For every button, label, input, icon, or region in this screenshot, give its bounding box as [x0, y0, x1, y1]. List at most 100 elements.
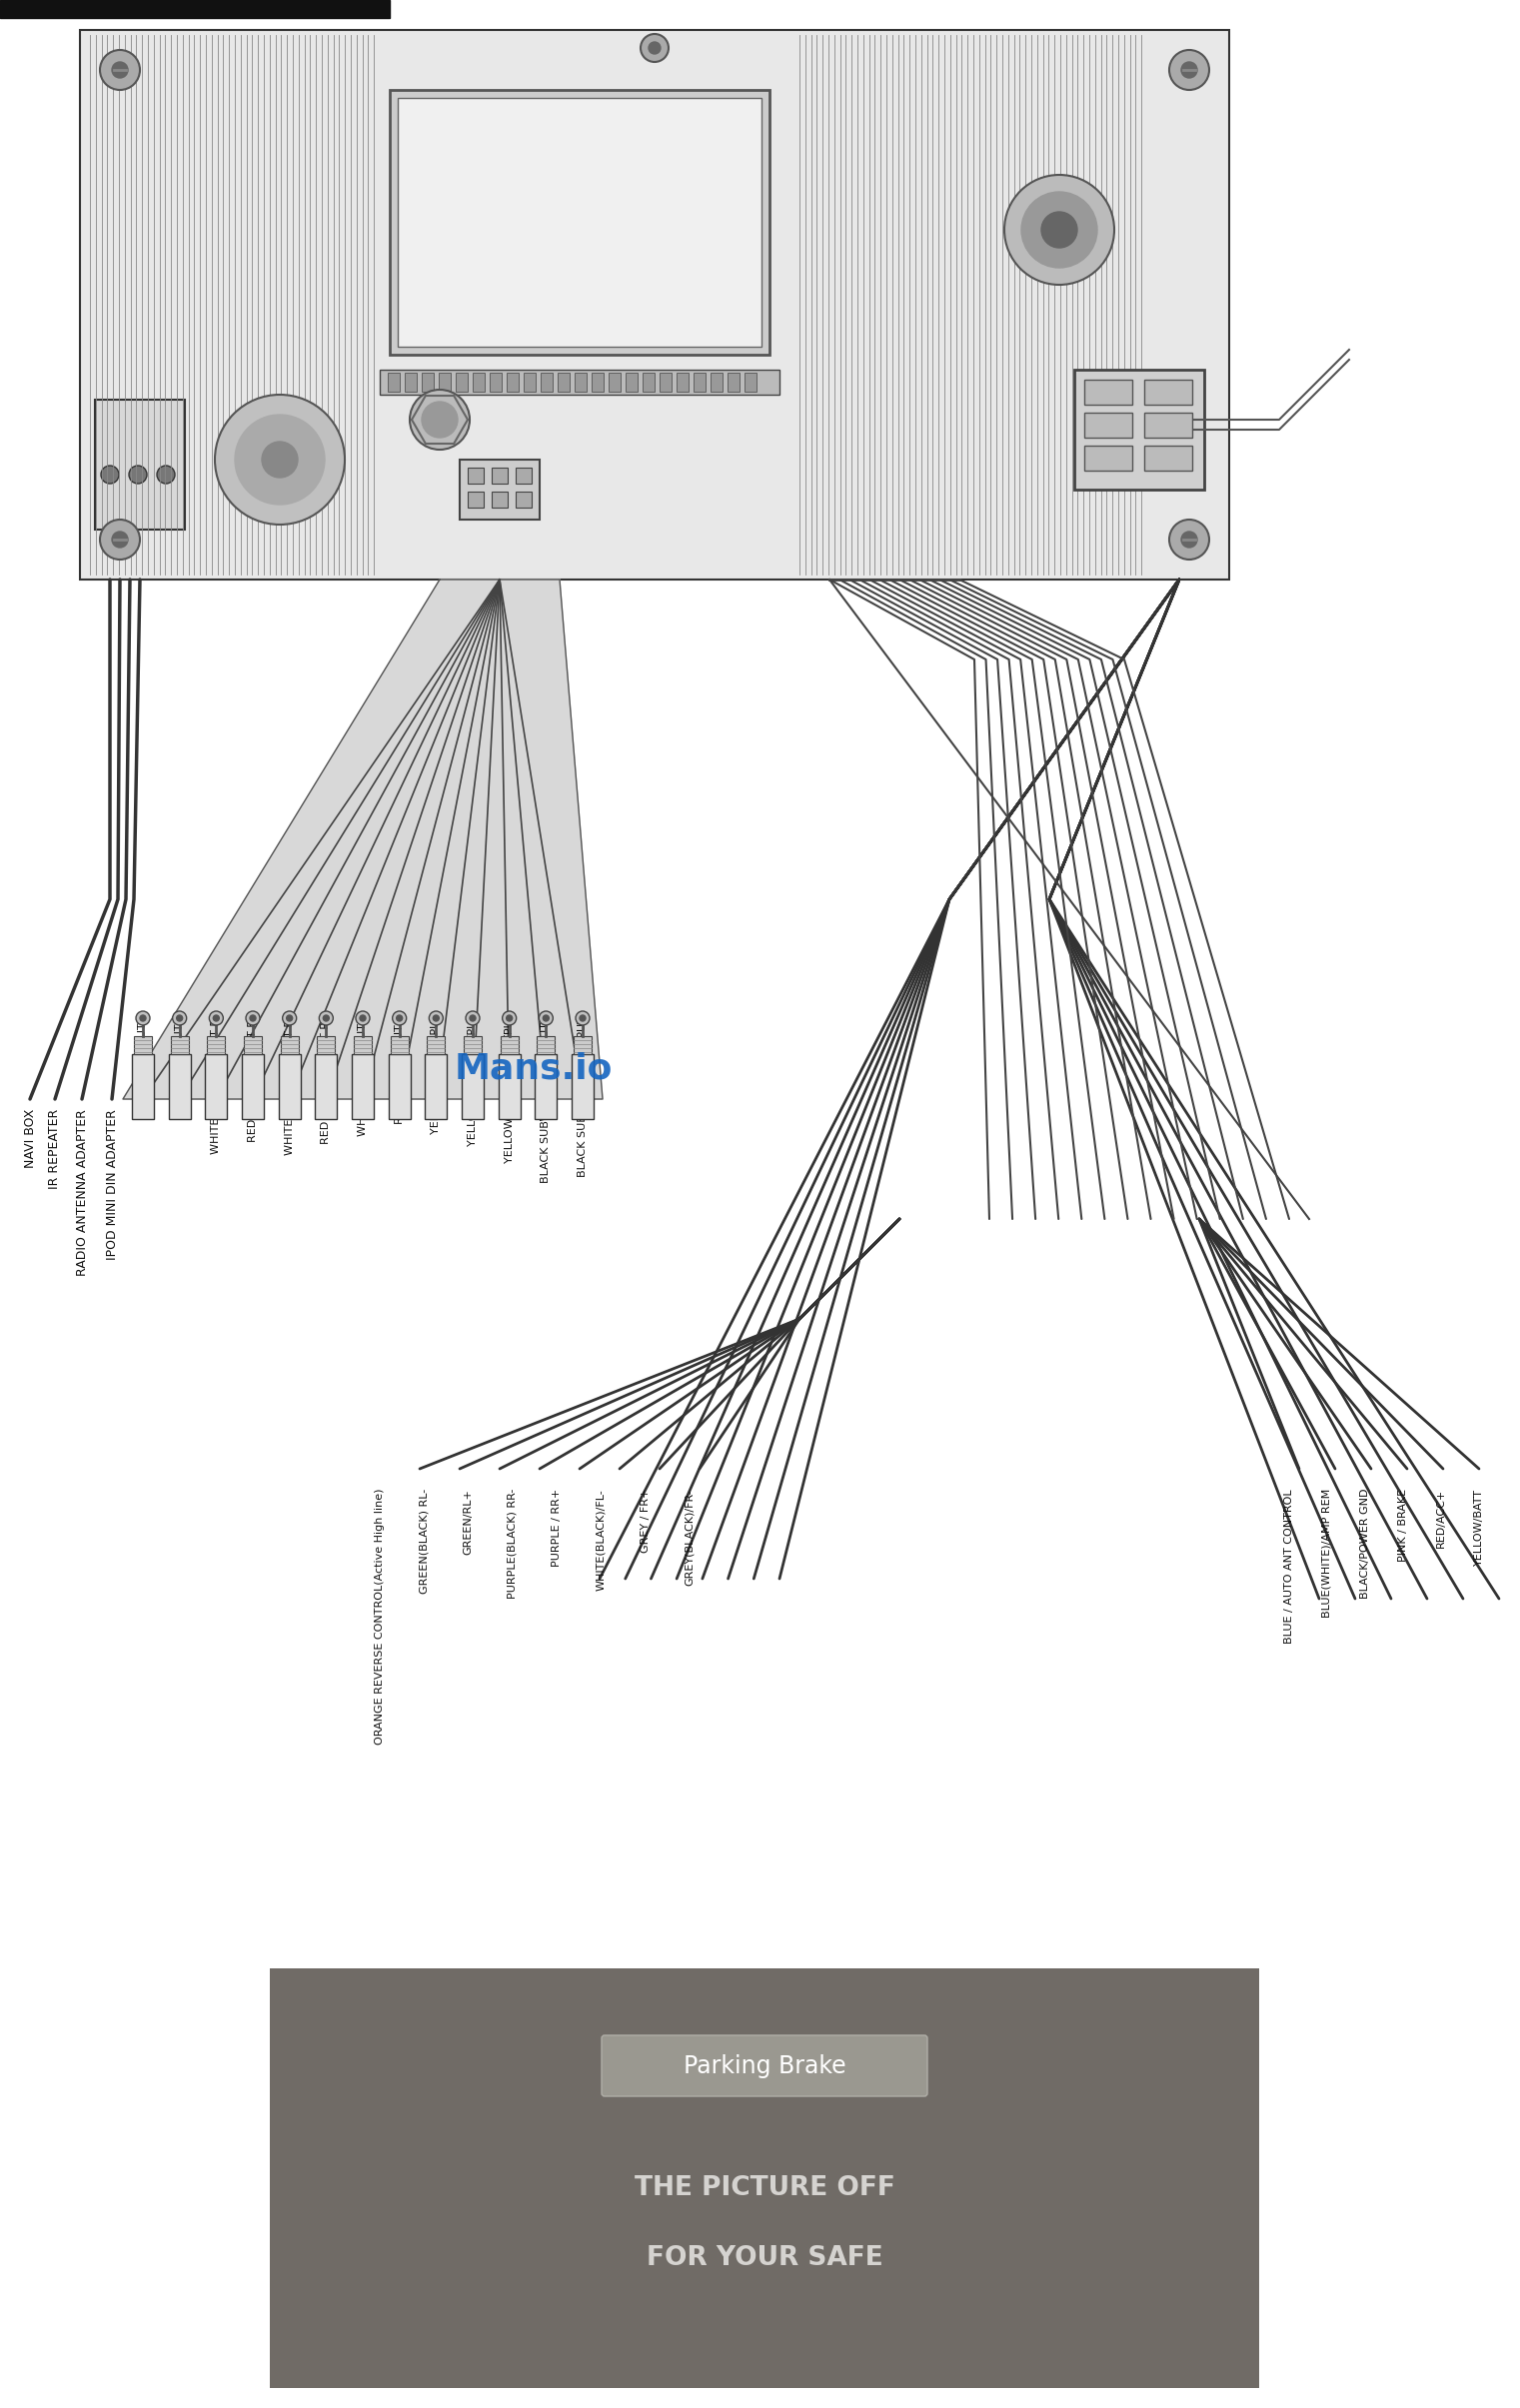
Circle shape	[210, 1011, 223, 1026]
Bar	[427, 1035, 445, 1055]
Bar	[515, 467, 532, 484]
Bar	[404, 373, 416, 393]
Circle shape	[421, 402, 458, 438]
Bar	[351, 1055, 374, 1120]
Bar	[676, 373, 689, 393]
Circle shape	[261, 441, 298, 477]
Circle shape	[576, 1011, 590, 1026]
Bar	[169, 1055, 190, 1120]
Text: GREEN(BLACK) RL-: GREEN(BLACK) RL-	[420, 1488, 429, 1594]
Circle shape	[1041, 212, 1078, 248]
Text: BLACK/POWER GND: BLACK/POWER GND	[1360, 1488, 1370, 1599]
Bar	[242, 1055, 264, 1120]
Text: WHITE AUDIO INPUT L: WHITE AUDIO INPUT L	[357, 1014, 368, 1137]
Circle shape	[1181, 532, 1198, 547]
Bar	[660, 373, 672, 393]
Circle shape	[213, 1016, 219, 1021]
Bar	[464, 1035, 482, 1055]
Text: IPOD MINI DIN ADAPTER: IPOD MINI DIN ADAPTER	[105, 1110, 119, 1259]
Circle shape	[649, 41, 661, 53]
Bar	[132, 1055, 154, 1120]
Bar	[134, 1035, 152, 1055]
Circle shape	[157, 465, 175, 484]
Bar	[389, 1055, 410, 1120]
Bar	[558, 373, 570, 393]
Text: BLACK SUBWOOFER OUTPUT-: BLACK SUBWOOFER OUTPUT-	[578, 1014, 588, 1178]
Bar	[1075, 371, 1204, 489]
Bar	[354, 1035, 372, 1055]
Text: RADIO ANTENNA ADAPTER: RADIO ANTENNA ADAPTER	[76, 1110, 88, 1276]
Text: WHITE AUDIO OUTPUT RL: WHITE AUDIO OUTPUT RL	[284, 1014, 295, 1156]
Circle shape	[579, 1016, 585, 1021]
Circle shape	[100, 465, 119, 484]
Bar	[491, 491, 508, 508]
Bar	[205, 1055, 226, 1120]
Circle shape	[140, 1016, 146, 1021]
Bar	[1145, 412, 1192, 438]
Text: YELLOW/BATT: YELLOW/BATT	[1474, 1488, 1484, 1565]
Bar	[608, 373, 620, 393]
Text: BLACK SUBWOOFER OUTPUT+: BLACK SUBWOOFER OUTPUT+	[541, 1014, 550, 1182]
Circle shape	[100, 520, 140, 559]
Text: THE PICTURE OFF: THE PICTURE OFF	[634, 2174, 895, 2201]
Text: RED AUDIO OUTPUT RR: RED AUDIO OUTPUT RR	[321, 1014, 331, 1144]
FancyBboxPatch shape	[602, 2035, 927, 2097]
Text: YELLOW VIDEO INPUT: YELLOW VIDEO INPUT	[432, 1014, 441, 1134]
Circle shape	[176, 1016, 182, 1021]
Text: RED/ACC+: RED/ACC+	[1436, 1488, 1446, 1548]
Bar	[281, 1035, 298, 1055]
Bar	[572, 1055, 594, 1120]
Bar	[491, 467, 508, 484]
Text: ORANGE REVERSE CONTROL(Active High line): ORANGE REVERSE CONTROL(Active High line)	[375, 1488, 385, 1746]
Circle shape	[283, 1011, 296, 1026]
Bar	[499, 1055, 520, 1120]
Bar	[0, 0, 389, 17]
Circle shape	[246, 1011, 260, 1026]
Text: PURPLE(BLACK) RR-: PURPLE(BLACK) RR-	[508, 1488, 517, 1599]
Bar	[1084, 380, 1132, 405]
Bar	[710, 373, 722, 393]
Circle shape	[1169, 520, 1210, 559]
Text: WHITE(BLACK)/FL-: WHITE(BLACK)/FL-	[596, 1488, 606, 1589]
Circle shape	[112, 63, 128, 77]
Circle shape	[540, 1011, 553, 1026]
Bar	[591, 373, 603, 393]
Bar	[728, 373, 740, 393]
Text: PURPLE / RR+: PURPLE / RR+	[552, 1488, 562, 1568]
Text: PINK / BRAKE: PINK / BRAKE	[1398, 1488, 1408, 1563]
Bar	[473, 373, 485, 393]
Bar	[515, 491, 532, 508]
Bar	[426, 1055, 447, 1120]
Bar	[315, 1055, 337, 1120]
Bar	[1084, 445, 1132, 470]
Bar	[468, 491, 483, 508]
Bar	[575, 373, 587, 393]
Circle shape	[397, 1016, 403, 1021]
Bar	[626, 373, 637, 393]
Text: WHITE LINE-OUT-L: WHITE LINE-OUT-L	[138, 1014, 147, 1115]
Bar	[398, 99, 762, 347]
Circle shape	[1021, 193, 1097, 267]
Bar	[81, 29, 1230, 580]
Text: GREEN/RL+: GREEN/RL+	[464, 1488, 473, 1556]
Bar	[388, 373, 400, 393]
Bar	[389, 89, 769, 354]
Circle shape	[1169, 51, 1210, 89]
Text: NAVI BOX: NAVI BOX	[23, 1110, 36, 1168]
Bar	[278, 1055, 301, 1120]
Bar	[318, 1035, 334, 1055]
Bar	[693, 373, 705, 393]
Bar	[1145, 445, 1192, 470]
Text: WHITE AUDIO OUTPUT FL: WHITE AUDIO OUTPUT FL	[211, 1014, 222, 1153]
Bar	[462, 1055, 483, 1120]
Bar	[271, 1967, 1259, 2389]
Text: BLUE / AUTO ANT CONTROL: BLUE / AUTO ANT CONTROL	[1284, 1488, 1294, 1642]
Bar	[207, 1035, 225, 1055]
Circle shape	[249, 1016, 255, 1021]
Circle shape	[214, 395, 345, 525]
Circle shape	[506, 1016, 512, 1021]
Bar	[500, 1035, 518, 1055]
Circle shape	[1181, 63, 1198, 77]
Circle shape	[429, 1011, 442, 1026]
Text: BLUE(WHITE)/AMP REM: BLUE(WHITE)/AMP REM	[1322, 1488, 1332, 1618]
